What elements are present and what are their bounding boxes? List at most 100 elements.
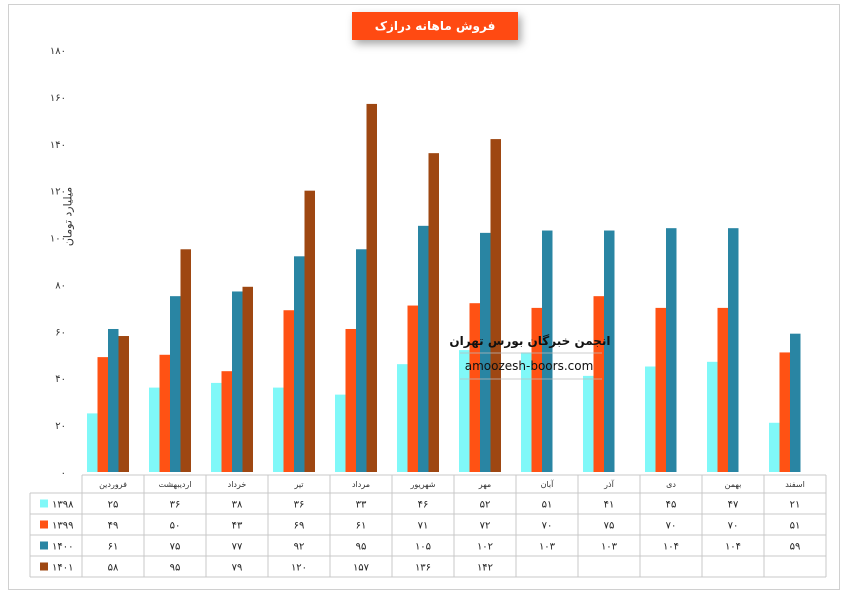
bar-2-4 [283,310,294,472]
bar-3-11 [728,228,739,472]
bar-2-7 [469,303,480,472]
bar-1-5 [335,394,346,472]
bar-1-4 [273,387,284,472]
category-label: مرداد [352,480,370,489]
data-label: ۴۱ [604,500,615,511]
y-tick-label: ۸۰ [55,280,66,291]
bar-1-6 [397,364,408,472]
bar-3-7 [480,232,491,472]
data-label: ۷۰ [542,521,553,532]
legend-swatch [40,562,48,571]
bar-2-3 [221,371,232,472]
category-label: خرداد [228,480,247,489]
category-label: شهریور [409,480,435,489]
y-tick-label: ۲۰ [55,421,66,432]
bar-4-7 [490,139,501,473]
bar-2-6 [407,305,418,472]
data-label: ۵۲ [480,500,491,511]
bar-3-6 [418,225,429,472]
y-tick-label: ۱۴۰ [50,140,66,151]
data-label: ۱۳۶ [415,563,431,574]
legend-label: ۱۳۹۹ [52,521,73,532]
data-label: ۵۰ [170,521,181,532]
bar-2-12 [779,352,790,472]
bar-2-2 [159,354,170,472]
bar-1-12 [769,422,780,472]
data-label: ۷۰ [666,521,677,532]
data-label: ۵۹ [790,542,801,553]
data-label: ۹۲ [294,542,305,553]
bar-1-8 [521,352,532,472]
data-label: ۴۳ [232,521,243,532]
data-label: ۹۵ [170,563,181,574]
data-label: ۲۱ [790,500,801,511]
data-label: ۱۰۳ [539,542,556,553]
data-label: ۳۳ [356,500,367,511]
category-label: آذر [603,479,614,489]
data-label: ۶۱ [108,542,119,553]
category-label: اردیبهشت [159,480,192,489]
y-tick-label: ۱۶۰ [50,93,66,104]
data-label: ۱۰۳ [601,542,618,553]
category-label: بهمن [725,480,742,489]
watermark-title: انجمن خبرگان بورس تهران [449,334,610,349]
data-label: ۱۰۵ [415,542,431,553]
data-label: ۳۸ [232,500,243,511]
bar-3-4 [294,256,305,472]
category-label: اسفند [785,480,805,489]
data-label: ۳۶ [170,500,181,511]
data-label: ۴۷ [728,500,739,511]
category-label: فروردین [99,480,127,489]
data-label: ۷۵ [170,542,181,553]
bar-1-11 [707,361,718,472]
data-label: ۷۱ [418,521,429,532]
bar-4-4 [304,190,315,472]
data-label: ۱۲۰ [291,563,307,574]
bar-3-1 [108,328,119,472]
bar-4-3 [242,286,253,472]
bar-2-5 [345,328,356,472]
data-label: ۹۵ [356,542,367,553]
legend-label: ۱۳۹۸ [52,500,74,511]
data-label: ۶۱ [356,521,367,532]
bar-4-2 [180,249,191,472]
legend-label: ۱۴۰۱ [52,563,73,574]
data-label: ۱۰۴ [725,542,741,553]
bar-3-5 [356,249,367,472]
category-label: دی [666,480,676,489]
y-tick-label: ۱۰۰ [50,234,66,245]
data-label: ۷۹ [232,563,243,574]
chart-title: فروش ماهانه درازک [352,12,518,40]
data-label: ۱۰۲ [477,542,493,553]
bar-1-3 [211,382,222,472]
y-tick-label: ۱۸۰ [50,46,66,57]
bar-3-8 [542,230,553,472]
data-label: ۷۲ [480,521,491,532]
data-label: ۴۵ [666,500,677,511]
data-label: ۵۱ [542,500,553,511]
legend-swatch [40,541,48,550]
y-tick-label: ۴۰ [55,374,66,385]
y-tick-label: ۱۲۰ [50,187,66,198]
data-label: ۱۵۷ [353,563,370,574]
data-label: ۴۹ [108,521,119,532]
data-label: ۴۶ [418,500,429,511]
legend-swatch [40,520,48,529]
category-label: تیر [293,480,303,489]
bar-2-10 [655,307,666,472]
bar-4-6 [428,153,439,472]
bar-4-1 [118,336,129,472]
bar-1-10 [645,366,656,472]
data-label: ۲۵ [108,500,119,511]
data-label: ۶۹ [294,521,305,532]
data-label: ۵۸ [108,563,119,574]
category-label: آبان [541,479,555,489]
bar-3-2 [170,296,181,472]
bar-3-12 [790,333,801,472]
category-label: مهر [478,480,491,489]
bar-3-10 [666,228,677,472]
legend-label: ۱۴۰۰ [52,542,73,553]
bar-4-5 [366,103,377,472]
bar-1-2 [149,387,160,472]
